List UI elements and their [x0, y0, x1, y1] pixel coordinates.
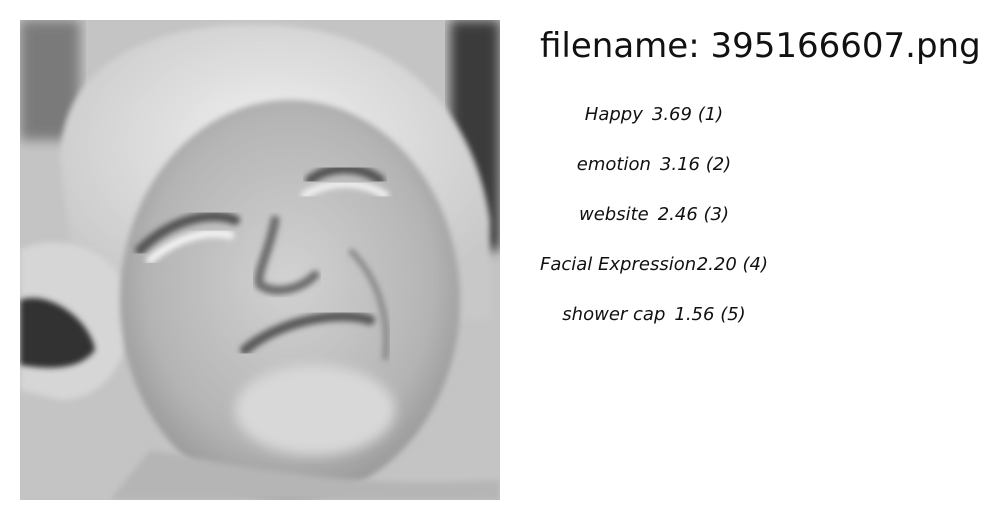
label-name: Facial Expression [540, 254, 697, 275]
label-name: website [578, 204, 649, 225]
label-score-item: emotion 3.16 (2) [540, 150, 768, 200]
filename-heading: filename: 395166607.png [540, 24, 981, 68]
filename-label: filename: [540, 26, 700, 66]
label-name: shower cap [562, 304, 666, 325]
label-score: 1.56 [674, 304, 715, 325]
label-rank: (1) [697, 104, 724, 125]
label-rank: (4) [742, 254, 769, 275]
label-score: 3.69 [651, 104, 692, 125]
label-score-item: website 2.46 (3) [540, 200, 768, 250]
label-rank: (3) [703, 204, 730, 225]
label-score-item: Facial Expression 2.20 (4) [540, 250, 768, 300]
label-name: emotion [576, 154, 651, 175]
label-name: Happy [584, 104, 643, 125]
label-rank: (5) [720, 304, 746, 325]
label-score: 2.46 [657, 204, 698, 225]
label-score-list: Happy 3.69 (1) emotion 3.16 (2) website 2.4… [540, 100, 768, 350]
portrait-photo-illustration [20, 20, 500, 500]
label-rank: (2) [705, 154, 732, 175]
label-score-item: shower cap 1.56 (5) [540, 300, 768, 350]
label-score-item: Happy 3.69 (1) [540, 100, 768, 150]
label-score: 2.20 [696, 254, 737, 275]
label-score: 3.16 [659, 154, 700, 175]
filename-value: 395166607.png [710, 26, 981, 66]
portrait-photo [20, 20, 500, 500]
